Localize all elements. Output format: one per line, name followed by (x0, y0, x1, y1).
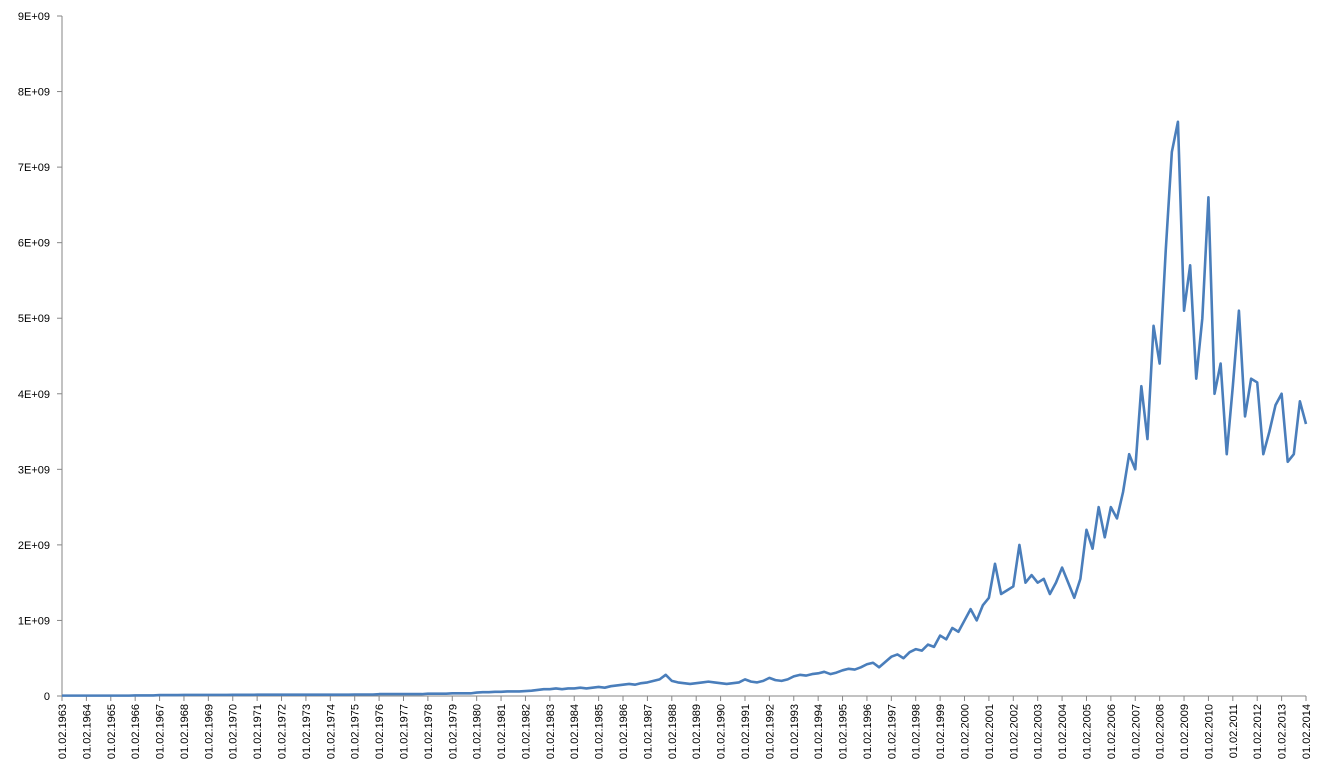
x-tick-label: 01.02.1999 (935, 704, 947, 759)
x-tick-label: 01.02.1988 (667, 704, 679, 759)
x-tick-label: 01.02.2009 (1179, 704, 1191, 759)
y-tick-label: 5E+09 (18, 313, 50, 325)
x-tick-label: 01.02.2013 (1277, 704, 1289, 759)
x-tick-label: 01.02.1996 (862, 704, 874, 759)
x-tick-label: 01.02.1969 (203, 704, 215, 759)
x-tick-label: 01.02.1970 (228, 704, 240, 759)
x-tick-label: 01.02.1990 (716, 704, 728, 759)
x-tick-label: 01.02.1983 (545, 704, 557, 759)
y-tick-label: 0 (44, 691, 50, 703)
x-tick-label: 01.02.1965 (106, 704, 118, 759)
x-tick-label: 01.02.2000 (960, 704, 972, 759)
data-line (62, 120, 1308, 697)
x-tick-label: 01.02.2011 (1228, 704, 1240, 758)
x-tick-label: 01.02.1992 (764, 704, 776, 759)
x-tick-label: 01.02.1964 (81, 704, 93, 759)
x-tick-label: 01.02.1974 (325, 704, 337, 759)
x-tick-label: 01.02.1975 (350, 704, 362, 759)
x-tick-label: 01.02.1981 (496, 704, 508, 759)
x-tick-label: 01.02.1982 (520, 704, 532, 759)
x-tick-label: 01.02.1991 (740, 704, 752, 759)
x-tick-label: 01.02.1984 (569, 704, 581, 759)
x-tick-label: 01.02.2005 (1081, 704, 1093, 759)
x-tick-label: 01.02.2010 (1203, 704, 1215, 759)
x-tick-label: 01.02.1997 (886, 704, 898, 759)
x-tick-label: 01.02.2004 (1057, 704, 1069, 759)
y-tick-label: 8E+09 (18, 87, 50, 99)
x-tick-label: 01.02.1977 (398, 704, 410, 759)
x-tick-label: 01.02.1963 (57, 704, 69, 759)
x-tick-label: 01.02.1995 (838, 704, 850, 759)
x-tick-label: 01.02.1967 (155, 704, 167, 759)
x-tick-label: 01.02.1987 (642, 704, 654, 759)
x-tick-label: 01.02.1978 (423, 704, 435, 759)
x-tick-label: 01.02.1986 (618, 704, 630, 759)
x-tick-label: 01.02.1973 (301, 704, 313, 759)
x-tick-label: 01.02.2001 (984, 704, 996, 759)
x-tick-label: 01.02.2012 (1252, 704, 1264, 759)
y-tick-label: 9E+09 (18, 11, 50, 23)
x-tick-label: 01.02.1993 (789, 704, 801, 759)
y-tick-label: 3E+09 (18, 464, 50, 476)
y-tick-label: 6E+09 (18, 238, 50, 250)
x-tick-label: 01.02.1976 (374, 704, 386, 759)
x-tick-label: 01.02.2007 (1130, 704, 1142, 759)
y-tick-label: 7E+09 (18, 162, 50, 174)
x-tick-label: 01.02.2003 (1033, 704, 1045, 759)
x-tick-label: 01.02.1985 (594, 704, 606, 759)
x-tick-label: 01.02.1966 (130, 704, 142, 759)
x-tick-label: 01.02.1980 (472, 704, 484, 759)
x-tick-label: 01.02.1972 (277, 704, 289, 759)
x-tick-label: 01.02.1998 (911, 704, 923, 759)
x-tick-label: 01.02.2008 (1155, 704, 1167, 759)
x-tick-label: 01.02.1994 (813, 704, 825, 759)
x-tick-label: 01.02.1979 (447, 704, 459, 759)
y-tick-label: 4E+09 (18, 389, 50, 401)
x-tick-label: 01.02.1989 (691, 704, 703, 759)
x-tick-label: 01.02.2014 (1301, 704, 1313, 759)
x-tick-label: 01.02.2002 (1008, 704, 1020, 759)
y-tick-label: 2E+09 (18, 540, 50, 552)
x-tick-label: 01.02.2006 (1106, 704, 1118, 759)
x-tick-label: 01.02.1968 (179, 704, 191, 759)
x-tick-label: 01.02.1971 (252, 704, 264, 759)
y-tick-label: 1E+09 (18, 615, 50, 627)
